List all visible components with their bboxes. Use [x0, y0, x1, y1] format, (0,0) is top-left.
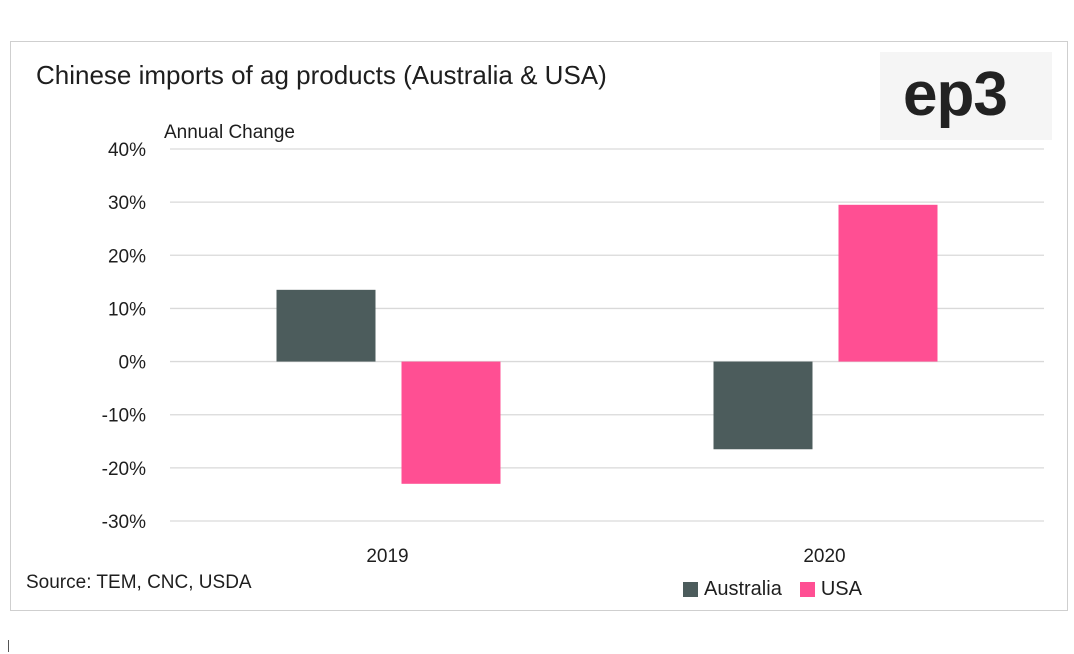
- y-tick-label: -20%: [102, 459, 146, 480]
- legend-label-australia: Australia: [704, 578, 782, 600]
- y-tick-label: 30%: [108, 193, 146, 214]
- y-axis-title: Annual Change: [164, 122, 295, 143]
- brand-logo: [880, 52, 1052, 140]
- legend-entry-usa: USA: [799, 578, 862, 601]
- bar-usa-2020: [838, 204, 938, 362]
- text-cursor: [8, 640, 9, 652]
- y-tick-label: 20%: [108, 246, 146, 267]
- chart-title: Chinese imports of ag products (Australi…: [36, 60, 607, 90]
- legend-swatch-usa: [799, 582, 815, 597]
- bars: [276, 204, 938, 484]
- bar-australia-2020: [713, 361, 813, 450]
- legend: Australia USA: [683, 578, 880, 601]
- brand-logo-text: ep3: [903, 60, 1008, 129]
- y-tick-label: 10%: [108, 299, 146, 320]
- x-tick-label: 2019: [366, 546, 408, 567]
- legend-label-usa: USA: [820, 578, 862, 600]
- source-note: Source: TEM, CNC, USDA: [26, 572, 252, 593]
- y-tick-label: 40%: [108, 140, 146, 161]
- x-axis-ticks: 2019 2020: [366, 546, 845, 567]
- y-tick-label: -10%: [102, 406, 146, 427]
- y-axis-ticks: 40% 30% 20% 10% 0% -10% -20% -30%: [102, 140, 146, 533]
- y-tick-label: -30%: [102, 512, 146, 533]
- legend-swatch-australia: [683, 582, 698, 597]
- bar-australia-2019: [276, 289, 376, 362]
- x-tick-label: 2020: [803, 546, 845, 567]
- bar-usa-2019: [401, 361, 501, 484]
- y-tick-label: 0%: [119, 353, 147, 374]
- legend-entry-australia: Australia: [683, 578, 782, 601]
